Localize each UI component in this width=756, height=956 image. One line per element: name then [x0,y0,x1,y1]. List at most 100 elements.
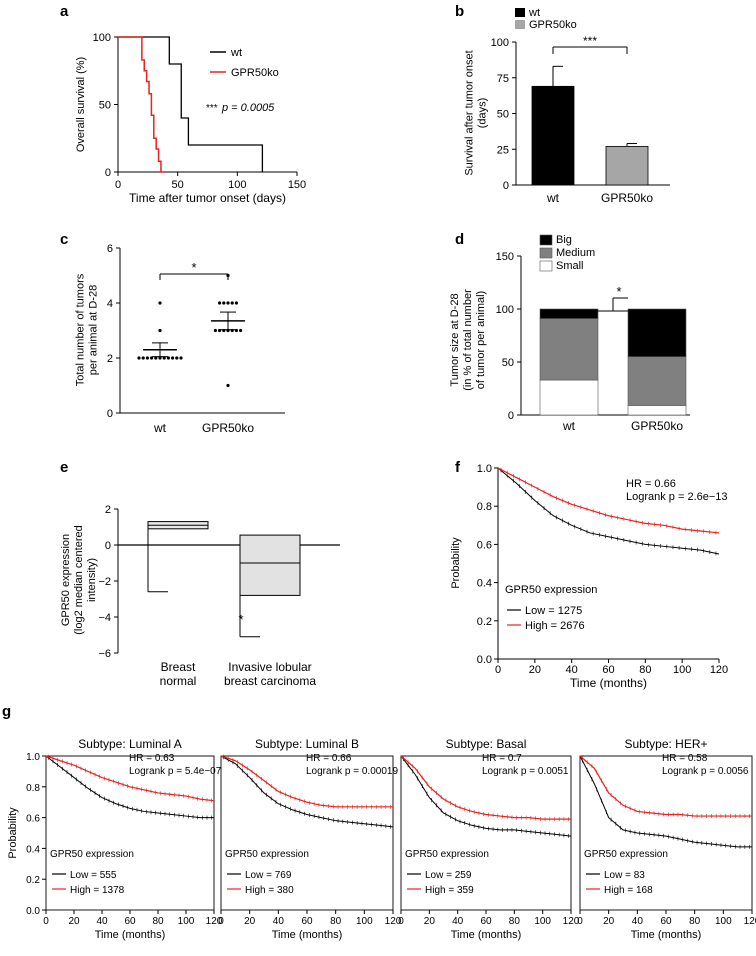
legend-low-label: Low = 769 [245,870,292,881]
x-axis-label: Time (months) [272,929,343,941]
x-category-label: GPR50ko [202,421,254,435]
series-low [45,755,214,819]
legend-high-label: High = 1378 [70,885,125,896]
x-category-label: wt [546,191,560,205]
y-tick-label: −2 [98,576,111,588]
x-tick-label: 120 [710,664,728,676]
panel-label-e: e [60,459,68,476]
x-tick-label: 20 [529,664,541,676]
data-point [222,301,226,305]
y-axis-label-line: Total number of tumors [75,273,87,386]
legend-title: GPR50 expression [225,849,309,860]
stack-medium [539,318,599,381]
x-axis-label: Time (months) [631,929,702,941]
y-axis-label: Probability [450,537,462,589]
series-low [497,467,720,555]
y-tick-label: 0.0 [477,654,492,666]
x-category-label: GPR50ko [601,191,653,205]
legend-swatch [539,247,553,259]
x-tick-label: 0 [115,179,121,191]
data-point [226,301,230,305]
panel-d-chart: 0 50 100 150 Tumor size at D-28 (in % of tota… [449,234,690,433]
y-axis-label-line: Tumor size at D-28 [449,293,461,386]
y-tick-label: 1.0 [26,752,40,763]
legend-high-label: High = 359 [425,885,474,896]
y-tick-label: 0.6 [26,814,40,825]
data-point [145,356,149,360]
x-tick-label: 80 [639,664,651,676]
legend-title: GPR50 expression [505,584,597,596]
series-low [579,755,752,848]
y-axis-label: Survival after tumor onset (days) [464,50,489,175]
x-category-label: normal [160,674,197,688]
x-tick-label: 50 [172,179,184,191]
x-axis-label: Time (months) [95,929,166,941]
stack-small [539,379,599,416]
y-tick-label: 0 [508,410,514,422]
x-axis-label: Time (months) [451,929,522,941]
x-category-label: wt [562,419,576,433]
x-tick-label: 20 [68,916,80,927]
data-point [171,356,175,360]
x-tick-label: 100 [356,916,373,927]
y-axis-label: Probability [7,807,19,859]
significance-stars: * [191,260,196,275]
box [239,534,301,596]
legend-swatch [539,234,553,246]
x-tick-label: 80 [152,916,164,927]
x-tick-label: 20 [424,916,436,927]
panel-f-chart: 0.0 0.2 0.4 0.6 0.8 1.0 0 20 40 60 80 100 120 Time (m… [450,463,728,690]
y-tick-label: 0.2 [477,616,492,628]
hazard-ratio: HR = 0.63 [129,753,175,764]
series-high [579,755,752,817]
x-tick-label: 80 [330,916,342,927]
stack-big [627,308,687,358]
x-tick-label: 40 [273,916,285,927]
series-high [400,755,571,820]
stack-medium [627,356,687,406]
y-axis-label-line: per animal at D-28 [88,285,100,376]
data-point [166,356,170,360]
x-tick-label: 60 [602,664,614,676]
panel-g-her-chart: 0 20 40 60 80 100 120 Time (months) HR = 0.58 Log… [577,737,756,941]
x-tick-label: 0 [577,916,583,927]
annotation-stars: *** [206,103,218,114]
hazard-ratio: HR = 0.58 [662,753,708,764]
x-tick-label: 120 [744,916,756,927]
logrank-p: Logrank p = 0.0051 [482,766,569,777]
data-point [218,301,222,305]
logrank-p: Logrank p = 0.0056 [662,766,749,777]
x-tick-label: 120 [563,916,580,927]
y-tick-label: 4 [107,298,113,310]
series-high [497,467,720,534]
data-point [150,356,154,360]
y-tick-label: 100 [93,32,111,44]
x-tick-label: 40 [452,916,464,927]
x-tick-label: 0 [495,664,501,676]
logrank-p: Logrank p = 2.6e−13 [626,491,728,503]
legend-swatch [539,260,553,272]
y-tick-label: 0.8 [477,501,492,513]
y-axis-label: Overall survival (%) [75,57,87,152]
x-tick-label: 0 [218,916,224,927]
series-wt [118,36,264,172]
y-tick-label: 0.6 [477,539,492,551]
series-low [220,755,394,828]
hazard-ratio: HR = 0.66 [306,753,352,764]
x-tick-label: 100 [228,179,246,191]
panel-label-d: d [455,231,464,248]
x-category-label: Breast [161,660,196,674]
subtitle: Subtype: HER+ [624,737,707,751]
y-tick-label: 0.4 [477,578,492,590]
hazard-ratio: HR = 0.7 [482,753,522,764]
x-tick-label: 100 [178,916,195,927]
stack-big [539,308,599,319]
y-tick-label: 1.0 [477,463,492,475]
y-tick-label: 75 [497,73,509,85]
data-point [158,301,162,305]
x-tick-label: 150 [288,179,306,191]
legend-high-label: High = 168 [604,885,653,896]
panel-g-basal-chart: 0 20 40 60 80 100 120 Time (months) HR = 0.7 Logr… [398,737,580,941]
y-tick-label: 100 [496,304,514,316]
